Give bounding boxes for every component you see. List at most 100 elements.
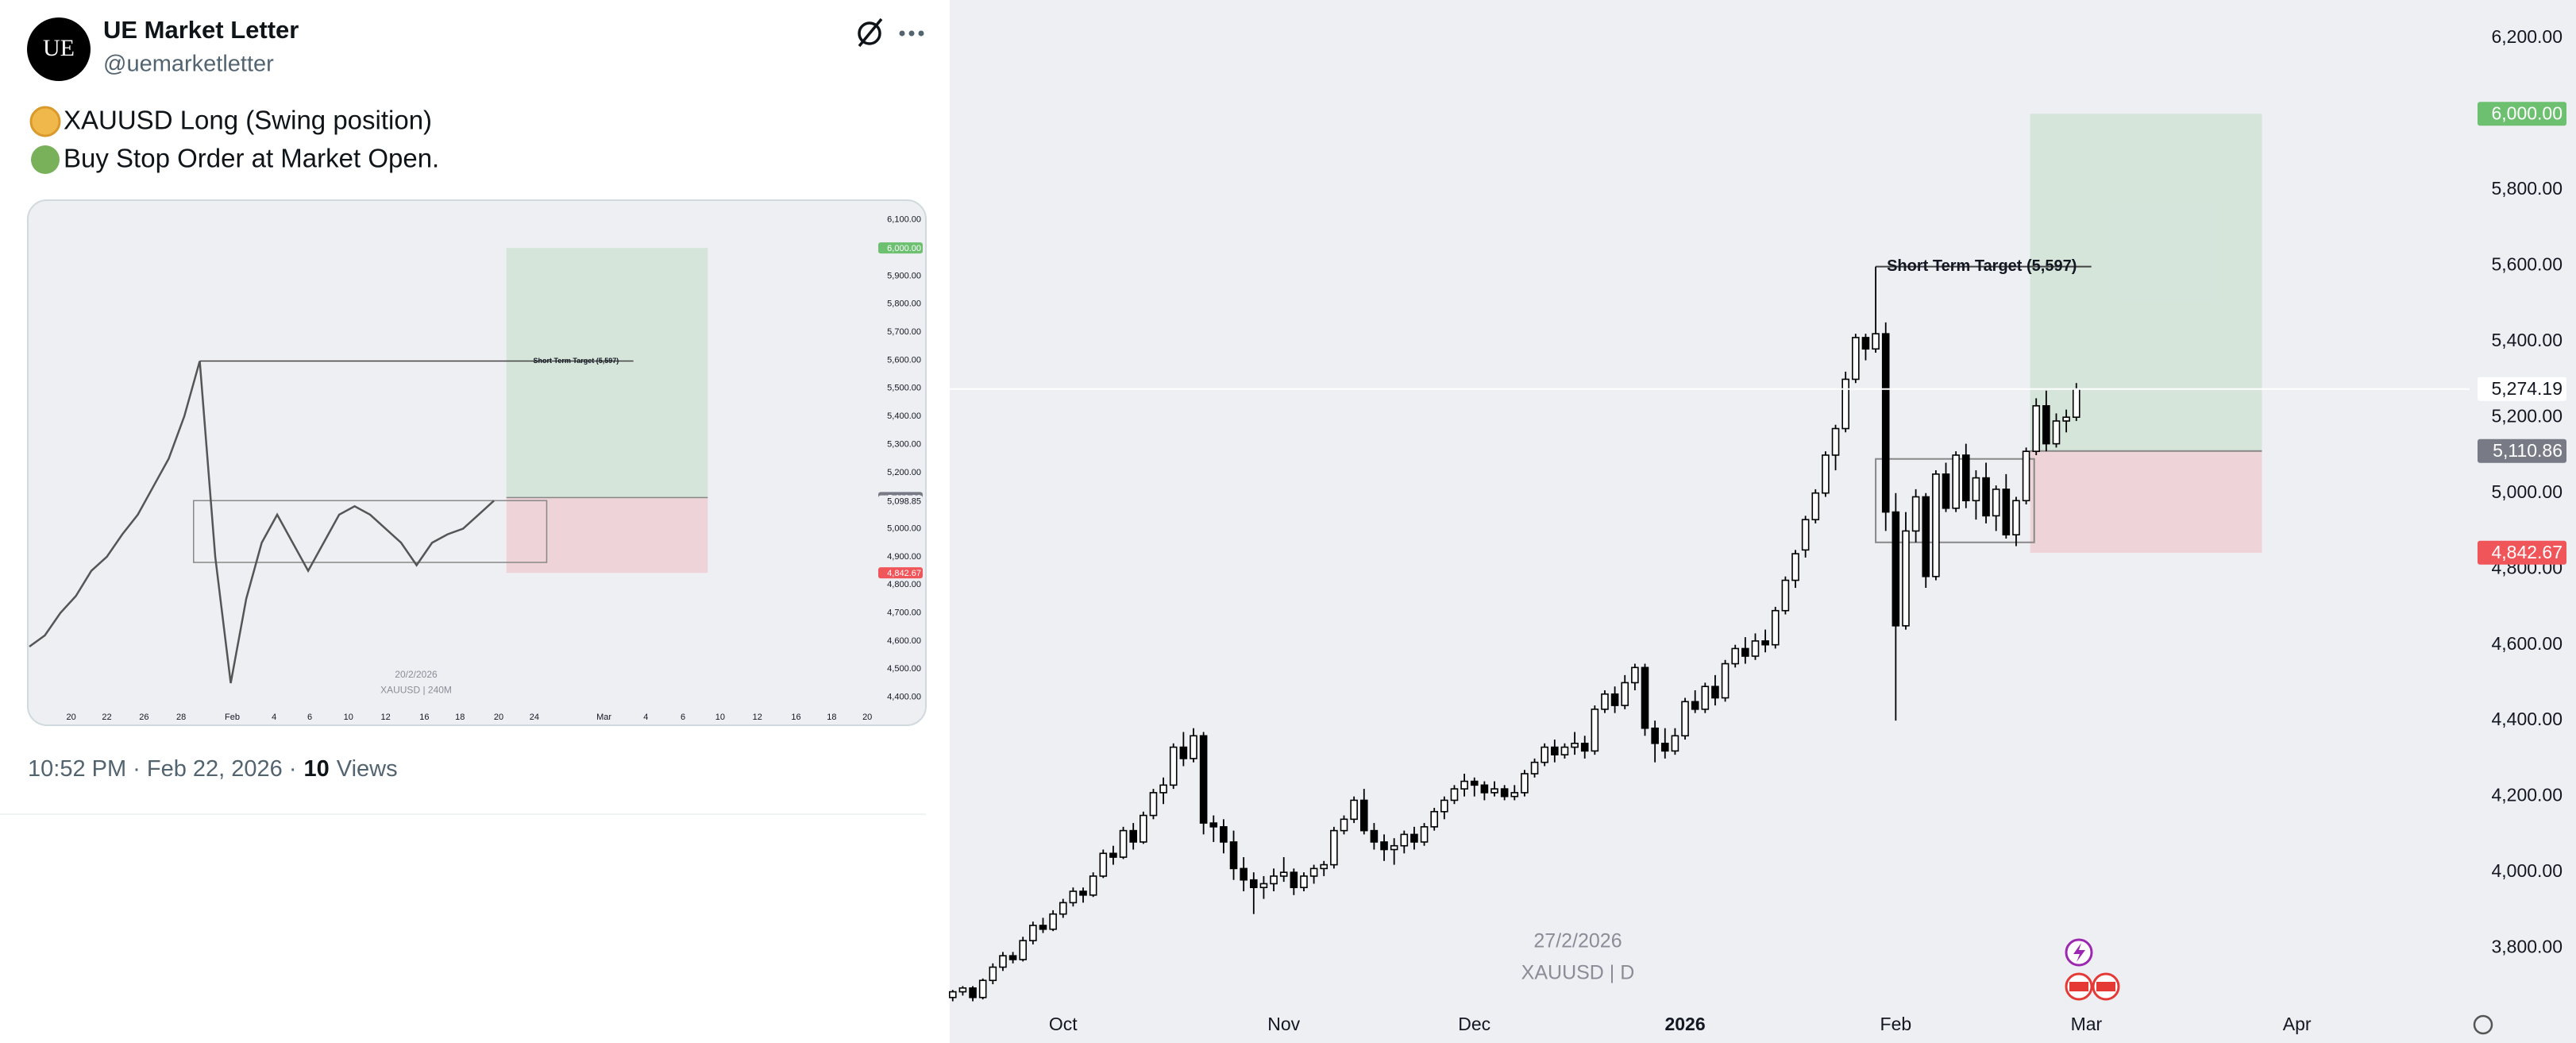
price-tag bbox=[2478, 438, 2566, 463]
candle-body bbox=[1621, 682, 1629, 706]
x-tick-label: Dec bbox=[1458, 1014, 1490, 1034]
candle-body bbox=[1791, 553, 1799, 581]
candle-body bbox=[1450, 788, 1459, 802]
candle-body bbox=[1410, 833, 1418, 843]
y-tick-label: 5,000.00 bbox=[887, 523, 921, 533]
y-tick-label: 5,600.00 bbox=[2491, 253, 2563, 274]
y-tick-label: 3,800.00 bbox=[2491, 937, 2563, 957]
candle-body bbox=[999, 955, 1007, 968]
candle-body bbox=[1119, 829, 1128, 858]
candle-body bbox=[1541, 746, 1548, 763]
author-name[interactable]: UE Market Letter bbox=[103, 16, 299, 44]
candle-body bbox=[2022, 450, 2030, 502]
timestamp[interactable]: 10:52 PM · Feb 22, 2026 · bbox=[28, 756, 297, 782]
more-icon[interactable] bbox=[899, 30, 924, 37]
profit-zone bbox=[506, 248, 708, 498]
candle-body bbox=[1872, 333, 1880, 350]
candle-body bbox=[1822, 454, 1830, 494]
x-tick-label: 12 bbox=[380, 713, 390, 722]
flag-stripes bbox=[2069, 982, 2088, 991]
candle-body bbox=[1510, 792, 1519, 798]
candle-body bbox=[1440, 799, 1448, 813]
candle-body bbox=[1711, 686, 1719, 699]
candle-body bbox=[1671, 735, 1679, 752]
candle-body bbox=[1530, 761, 1539, 775]
y-tick-label: 4,400.00 bbox=[2491, 709, 2563, 729]
x-tick-label: 20 bbox=[494, 713, 503, 722]
x-tick-label: 20 bbox=[67, 713, 76, 722]
price-tag bbox=[2478, 540, 2566, 565]
x-tick-label: Oct bbox=[1049, 1014, 1078, 1034]
flag-stripes bbox=[2096, 982, 2115, 991]
candle-body bbox=[1500, 788, 1509, 798]
candle-body bbox=[1109, 852, 1117, 858]
avatar-text: UE bbox=[43, 35, 75, 61]
candle-body bbox=[1380, 841, 1388, 851]
candle-body bbox=[1911, 496, 1920, 532]
grok-icon[interactable] bbox=[858, 17, 883, 48]
candle-body bbox=[2032, 405, 2041, 452]
candle-body bbox=[2062, 416, 2070, 422]
candle-body bbox=[1270, 875, 1278, 885]
dot bbox=[908, 30, 915, 37]
candle-body bbox=[1250, 879, 1258, 889]
candle-body bbox=[1099, 852, 1108, 877]
thumbnail-frame[interactable] bbox=[27, 199, 927, 726]
candle-body bbox=[1320, 863, 1328, 870]
candle-body bbox=[1190, 735, 1197, 759]
grok-slash bbox=[858, 17, 883, 48]
candle-body bbox=[1580, 743, 1589, 752]
watermark-symbol: XAUUSD | D bbox=[1521, 962, 1635, 984]
candle-body bbox=[2012, 500, 2020, 536]
candle-body bbox=[2052, 420, 2061, 445]
candle-body bbox=[978, 979, 987, 999]
price-line bbox=[29, 361, 495, 684]
x-tick-label: 18 bbox=[455, 713, 465, 722]
candle-body bbox=[948, 991, 957, 999]
lightning bbox=[2073, 943, 2085, 962]
range-box bbox=[192, 500, 548, 563]
candle-body bbox=[1029, 925, 1037, 941]
x-tick-label: 24 bbox=[530, 713, 539, 722]
x-tick-label: Feb bbox=[225, 713, 240, 722]
author-handle[interactable]: @uemarketletter bbox=[103, 52, 274, 77]
candle-body bbox=[1220, 826, 1228, 843]
y-tick-label: 4,500.00 bbox=[887, 664, 921, 674]
candle-body bbox=[1571, 743, 1579, 748]
candle-body bbox=[1400, 833, 1409, 847]
candle-body bbox=[1811, 492, 1820, 520]
green-circle-emoji bbox=[31, 145, 60, 174]
coin-emoji bbox=[29, 106, 61, 137]
dot bbox=[918, 30, 924, 37]
candle-body bbox=[1240, 867, 1248, 881]
y-tick-label: 5,400.00 bbox=[2491, 330, 2563, 350]
settings-icon[interactable] bbox=[2473, 1014, 2493, 1035]
y-tick-label: 4,700.00 bbox=[887, 608, 921, 618]
candle-body bbox=[1259, 883, 1268, 889]
y-tick-label: 4,400.00 bbox=[887, 693, 921, 702]
avatar[interactable] bbox=[27, 17, 91, 81]
event-icons bbox=[2065, 938, 2120, 1001]
candle-body bbox=[1721, 662, 1730, 699]
candle-body bbox=[1359, 799, 1368, 832]
x-tick-label: 16 bbox=[791, 713, 800, 722]
candle-body bbox=[1972, 477, 1980, 502]
y-tick-label: 5,800.00 bbox=[2491, 178, 2563, 199]
candle-body bbox=[1631, 666, 1639, 684]
x-tick-label: 26 bbox=[139, 713, 148, 722]
x-tick-label: Apr bbox=[2283, 1014, 2312, 1034]
candle-body bbox=[1159, 784, 1167, 794]
grok-circle bbox=[858, 21, 881, 45]
view-count: 10 bbox=[304, 756, 330, 782]
y-tick-label: 4,800.00 bbox=[887, 580, 921, 589]
candle-body bbox=[1761, 640, 1769, 646]
views-label: Views bbox=[337, 756, 398, 782]
candle-body bbox=[1199, 735, 1208, 824]
candle-body bbox=[1420, 826, 1429, 843]
y-tick-label: 4,900.00 bbox=[887, 552, 921, 562]
x-tick-label: 12 bbox=[753, 713, 762, 722]
candle-body bbox=[1290, 871, 1298, 889]
candle-body bbox=[958, 987, 967, 993]
